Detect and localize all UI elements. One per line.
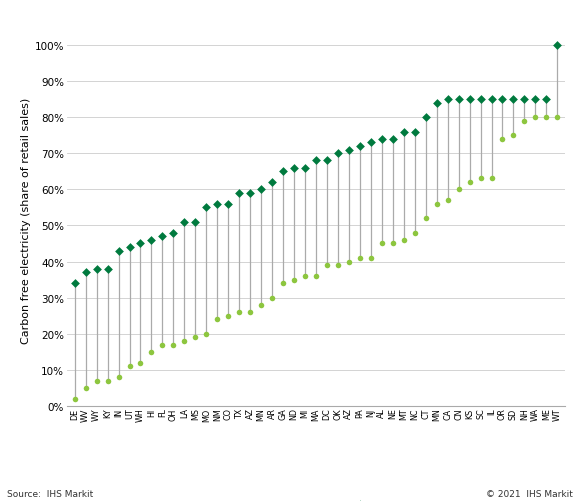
Point (202, 330, 211, 338)
Point (366, 255, 375, 263)
Point (245, 309, 255, 317)
Point (256, 301, 266, 309)
Point (443, 197, 452, 205)
Point (125, 363, 134, 371)
Point (366, 139, 375, 147)
Point (125, 243, 134, 252)
Text: © 2021  IHS Markit: © 2021 IHS Markit (486, 489, 573, 498)
Point (92, 265, 101, 273)
Point (147, 236, 156, 244)
Point (465, 179, 474, 187)
Point (114, 373, 123, 381)
Point (421, 215, 430, 223)
Point (520, 96, 529, 104)
Point (476, 175, 485, 183)
Point (410, 229, 419, 237)
Point (498, 135, 507, 143)
Point (355, 143, 364, 151)
Point (421, 114, 430, 122)
Point (158, 233, 167, 241)
Point (399, 128, 408, 136)
Point (180, 337, 189, 345)
Point (256, 186, 266, 194)
Point (213, 316, 222, 324)
Point (322, 157, 332, 165)
Point (465, 96, 474, 104)
Point (169, 229, 178, 237)
Point (289, 276, 299, 284)
Point (224, 312, 233, 320)
Point (454, 186, 463, 194)
Point (334, 150, 343, 158)
Point (531, 114, 540, 122)
Point (103, 265, 112, 273)
Point (147, 348, 156, 356)
Point (245, 189, 255, 197)
Point (234, 189, 244, 197)
Point (476, 96, 485, 104)
Point (278, 168, 288, 176)
Point (103, 377, 112, 385)
Point (300, 273, 310, 281)
Point (410, 128, 419, 136)
Point (334, 262, 343, 270)
Point (92, 377, 101, 385)
Point (234, 309, 244, 317)
Point (509, 132, 518, 140)
Point (180, 218, 189, 226)
Point (498, 96, 507, 104)
Point (542, 96, 551, 104)
Point (81, 269, 90, 277)
Point (311, 273, 321, 281)
Point (267, 179, 277, 187)
Point (388, 135, 397, 143)
Point (81, 384, 90, 392)
Point (191, 334, 200, 342)
Point (202, 204, 211, 212)
Point (520, 117, 529, 125)
Point (432, 200, 441, 208)
Point (300, 164, 310, 172)
Point (377, 240, 386, 248)
Point (553, 42, 562, 50)
Point (553, 114, 562, 122)
Point (224, 200, 233, 208)
Text: Figure 1. Assumed state level clean electricity targets under CEPP: Figure 1. Assumed state level clean elec… (7, 8, 528, 22)
Point (454, 96, 463, 104)
Point (278, 280, 288, 288)
Point (487, 175, 496, 183)
Point (136, 359, 145, 367)
Point (322, 262, 332, 270)
Legend: 2019 clean electricity share, 2030 requirement: 2019 clean electricity share, 2030 requi… (161, 497, 472, 501)
Point (399, 236, 408, 244)
Point (114, 247, 123, 255)
Point (377, 135, 386, 143)
Point (542, 114, 551, 122)
Point (388, 240, 397, 248)
Point (158, 341, 167, 349)
Point (169, 341, 178, 349)
Point (345, 258, 354, 266)
Text: Source:  IHS Markit: Source: IHS Markit (7, 489, 93, 498)
Point (487, 96, 496, 104)
Point (70, 395, 79, 403)
Point (355, 255, 364, 263)
Point (191, 218, 200, 226)
Point (432, 99, 441, 107)
Point (509, 96, 518, 104)
Point (267, 294, 277, 302)
Point (213, 200, 222, 208)
Point (443, 96, 452, 104)
Point (531, 96, 540, 104)
Point (311, 157, 321, 165)
Point (289, 164, 299, 172)
Point (345, 146, 354, 154)
Point (136, 240, 145, 248)
Point (70, 280, 79, 288)
Y-axis label: Carbon free electricity (share of retail sales): Carbon free electricity (share of retail… (20, 98, 31, 344)
